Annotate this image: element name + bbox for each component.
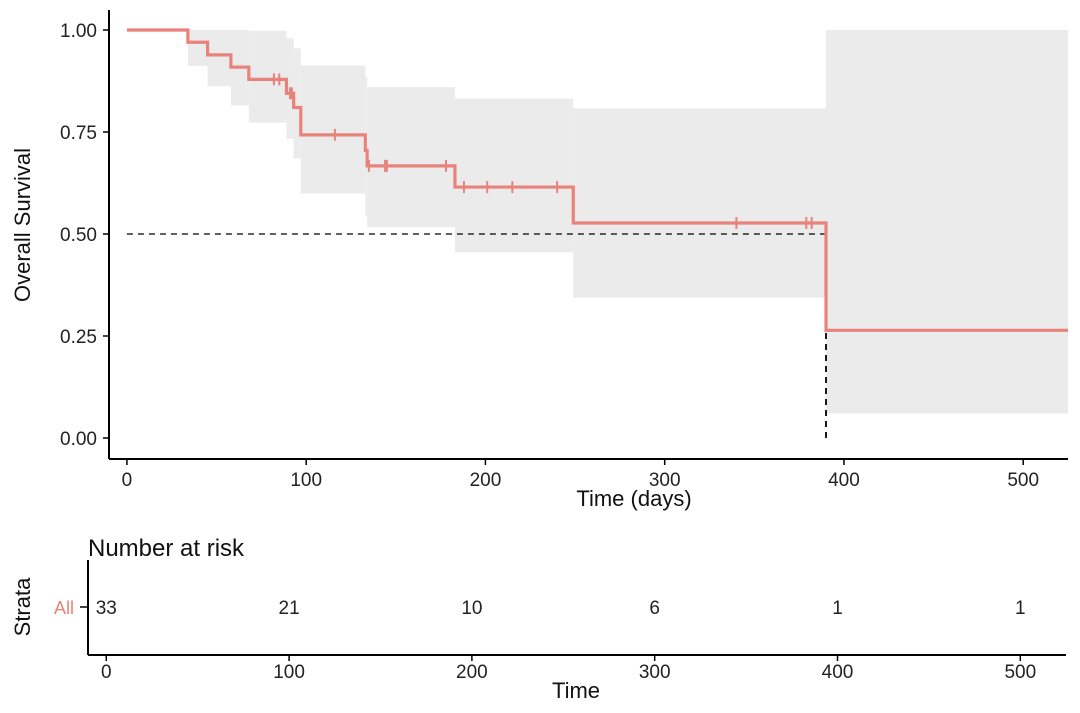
survival-curve (126, 28, 1068, 332)
confidence-band (187, 30, 1068, 414)
risk-value: 6 (649, 598, 660, 619)
risk-strata-label: All (54, 598, 74, 618)
risk-x-tick-label: 0 (101, 662, 112, 683)
x-tick-label: 400 (828, 470, 860, 491)
y-tick-label: 0.00 (60, 429, 97, 450)
risk-x-tick-label: 500 (1004, 662, 1036, 683)
x-tick-label: 0 (122, 470, 133, 491)
y-axis-title: Overall Survival (10, 148, 35, 302)
x-axis-ticks: 0 100 200 300 400 500 (122, 459, 1039, 491)
risk-value: 33 (96, 598, 117, 619)
censor-marks (272, 73, 813, 229)
ci-band-segment (300, 65, 366, 194)
risk-value: 1 (832, 598, 843, 619)
ci-band-segment (454, 98, 574, 253)
y-axis-ticks: 0.00 0.25 0.50 0.75 1.00 (60, 21, 109, 450)
risk-y-axis-title: Strata (10, 577, 35, 636)
ci-band-segment (248, 30, 287, 123)
ci-band-segment (293, 48, 301, 159)
risk-table: Number at risk All Strata 33 21 10 6 1 1 0 100… (10, 535, 1066, 703)
risk-x-tick-label: 400 (822, 662, 854, 683)
risk-x-tick-label: 100 (273, 662, 305, 683)
y-tick-label: 1.00 (60, 21, 97, 42)
ci-band-segment (826, 30, 1068, 414)
risk-value: 10 (461, 598, 482, 619)
y-tick-label: 0.75 (60, 123, 97, 144)
ci-band-segment (367, 87, 455, 228)
ci-band-segment (207, 30, 231, 87)
ci-band-segment (187, 30, 208, 66)
risk-x-tick-label: 200 (456, 662, 488, 683)
risk-table-title: Number at risk (88, 535, 245, 562)
risk-x-tick-label: 300 (639, 662, 671, 683)
risk-value: 1 (1015, 598, 1026, 619)
risk-x-axis-ticks: 0 100 200 300 400 500 (101, 655, 1036, 683)
ci-band-segment (573, 108, 827, 298)
y-tick-label: 0.25 (60, 327, 97, 348)
x-tick-label: 500 (1007, 470, 1039, 491)
x-tick-label: 300 (649, 470, 681, 491)
x-tick-label: 100 (290, 470, 322, 491)
km-plot: 0.00 0.25 0.50 0.75 1.00 0 100 200 300 400 500 Ti… (10, 10, 1068, 511)
survival-step-line (126, 28, 1068, 332)
risk-value: 21 (279, 598, 300, 619)
x-axis-title: Time (days) (576, 486, 691, 511)
risk-x-axis-title: Time (552, 678, 600, 703)
y-tick-label: 0.50 (60, 225, 97, 246)
risk-values: 33 21 10 6 1 1 (96, 598, 1026, 619)
x-tick-label: 200 (470, 470, 502, 491)
